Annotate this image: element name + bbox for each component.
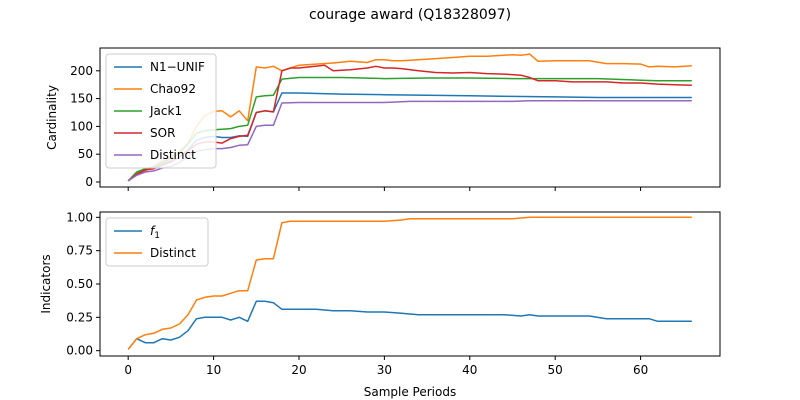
legend-label: Distinct	[150, 246, 196, 260]
x-tick-label-20: 20	[291, 363, 306, 377]
figure-title: courage award (Q18328097)	[309, 7, 511, 23]
x-tick-label-30: 30	[377, 363, 392, 377]
y-tick-label-4: 1.00	[66, 210, 93, 224]
y-tick-label-0: 0.00	[66, 344, 93, 358]
legend-label: Distinct	[150, 148, 196, 162]
y-tick-label-1: 50	[78, 147, 93, 161]
y-tick-label-2: 0.50	[66, 277, 93, 291]
y-tick-label-0: 0	[85, 175, 93, 189]
series-line-f1	[127, 300, 692, 350]
x-tick-label-40: 40	[462, 363, 477, 377]
series-line-distinct	[127, 216, 692, 350]
series-group	[127, 216, 692, 350]
y-tick-label-4: 200	[70, 64, 93, 78]
cardinality-panel: 0 50 100 150 200 Cardinality N1−UNIF Chao92 Jack…	[45, 47, 721, 191]
y-tick-label-1: 0.25	[66, 310, 93, 324]
y-tick-label-3: 150	[70, 92, 93, 106]
legend: N1−UNIF Chao92 Jack1 SOR Distinct	[105, 53, 217, 169]
legend-label: Jack1	[149, 104, 182, 118]
y-tick-label-2: 100	[70, 119, 93, 133]
axes-frame	[99, 47, 721, 188]
x-tick-label-0: 0	[124, 363, 132, 377]
y-axis-label: Cardinality	[45, 85, 59, 150]
x-tick-label-10: 10	[206, 363, 221, 377]
x-tick-label-60: 60	[633, 363, 648, 377]
y-tick-label-3: 0.75	[66, 244, 93, 258]
y-axis-label: Indicators	[39, 254, 53, 313]
legend-box	[105, 53, 217, 169]
x-tick-label-50: 50	[548, 363, 563, 377]
legend-label: N1−UNIF	[150, 60, 205, 74]
indicators-panel: 0 10 20 30 40 50 60 0.00 0.25 0.50 0.75 1.00 Indicat…	[39, 210, 721, 399]
legend-label: SOR	[150, 126, 175, 140]
legend-box	[105, 217, 209, 267]
legend-label: f1	[150, 224, 160, 241]
legend: f1 Distinct	[105, 217, 209, 267]
x-axis-label: Sample Periods	[364, 385, 456, 399]
legend-label: Chao92	[150, 82, 196, 96]
